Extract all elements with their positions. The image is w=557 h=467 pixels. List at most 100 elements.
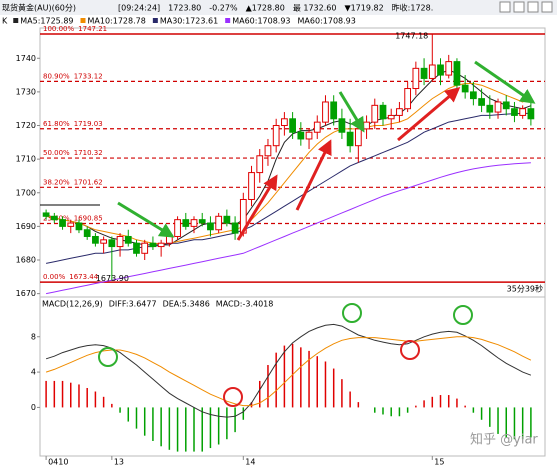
legend-item: DIFF:3.6477 [109,300,157,309]
high-label: 1747.18 [395,32,428,41]
y-tick-label: 4 [31,368,36,377]
trend-arrows [117,60,536,241]
candle-body [396,108,403,116]
candle-body [412,67,420,90]
candle-body [256,155,264,174]
candle-body [437,64,444,76]
candle-body [453,61,461,86]
macd-title: MACD(12,26,9) [42,300,103,309]
toolbar-icons[interactable] [499,1,553,13]
fib-ratio: 38.20% [43,178,70,186]
arrow [236,174,278,241]
top-bar [0,0,557,15]
ma-line [45,69,532,246]
y-tick-label: 8 [31,332,36,341]
circle [342,303,362,323]
candle-body [133,242,140,254]
candle-body [223,215,231,224]
candle-body [469,91,477,100]
candle-body [338,118,346,133]
info-item: ▼1719.82 [344,4,383,13]
fib-value: 1710.32 [74,149,103,157]
candle-body [511,108,518,116]
circle [98,347,118,367]
candle-body [346,131,354,147]
candle-body [363,121,370,130]
icon[interactable] [499,1,511,13]
candle-body [297,131,305,140]
legend-item: MA5:1725.89 [20,17,73,26]
x-tick-label: 13 [114,458,124,467]
fib-value: 1733.12 [74,72,103,80]
candle-body [354,128,362,147]
y-tick-label: 1690 [16,222,36,231]
candle-body [379,104,387,120]
candle-body [165,235,173,244]
candle-body [428,64,436,79]
arrow [397,87,461,142]
info-item: -0.27% [209,4,238,13]
circle [223,387,243,407]
icon[interactable] [513,1,525,13]
circle [453,305,473,325]
info-item: 最 1732.60 [293,4,337,13]
candle-body [387,114,395,120]
fib-value: 1701.62 [74,178,103,186]
main-plot-frame [39,27,546,298]
candle-body [330,101,338,120]
candle-body [322,101,329,123]
icon[interactable] [527,1,539,13]
candle-body [149,242,157,248]
candle-body [461,84,469,93]
candle-body [272,125,280,147]
candle-body [519,108,527,116]
legend-swatch [225,18,231,23]
candle-body [116,235,124,248]
ma-line [45,323,532,418]
ma-line [45,336,532,407]
cross-circles [98,303,473,407]
info-item: [09:24:24] [118,4,160,13]
candle-body [174,219,181,237]
y-tick-label: 1710 [16,155,36,164]
candle-body [141,242,149,254]
candle-body [248,172,255,200]
candle-body [100,239,108,244]
candle-body [264,145,272,157]
info-item: 1723.80 [168,4,201,13]
y-tick-label: 1720 [16,121,36,130]
candle-body [494,101,502,113]
chart-title: 现货黄金(AU)(60分) [2,3,76,13]
candle-body [478,98,485,106]
candle-body [42,212,50,217]
legend-item: MA60:1708.93 [298,17,356,26]
candle-body [198,219,206,224]
candle-body [157,242,165,248]
arrow [338,91,365,133]
icon[interactable] [541,1,553,13]
candle-body [207,222,214,231]
y-tick-label: 1680 [16,256,36,265]
candle-body [75,222,83,231]
y-tick-label: 0 [31,403,36,412]
candle-body [420,67,428,79]
info-item: ▲1728.80 [246,4,285,13]
legend-item: MACD:-3.4018 [216,300,274,309]
arrow [474,60,536,104]
x-tick-label: 0410 [48,458,68,467]
x-tick-label: 14 [245,458,255,467]
ma-line [45,112,531,264]
legend-item: MA10:1728.78 [88,17,146,26]
candle-body [92,235,99,244]
legend-item: DEA:5.3486 [163,300,210,309]
legend-swatch [152,18,158,23]
x-tick-label: 15 [434,458,444,467]
legend-item: MA60:1708.93 [232,17,290,26]
candle-body [313,121,321,133]
candle-body [281,118,288,127]
y-tick-label: 1730 [16,87,36,96]
legend-label: K [2,17,8,26]
candle-body [371,104,379,123]
y-tick-label: 1700 [16,188,36,197]
